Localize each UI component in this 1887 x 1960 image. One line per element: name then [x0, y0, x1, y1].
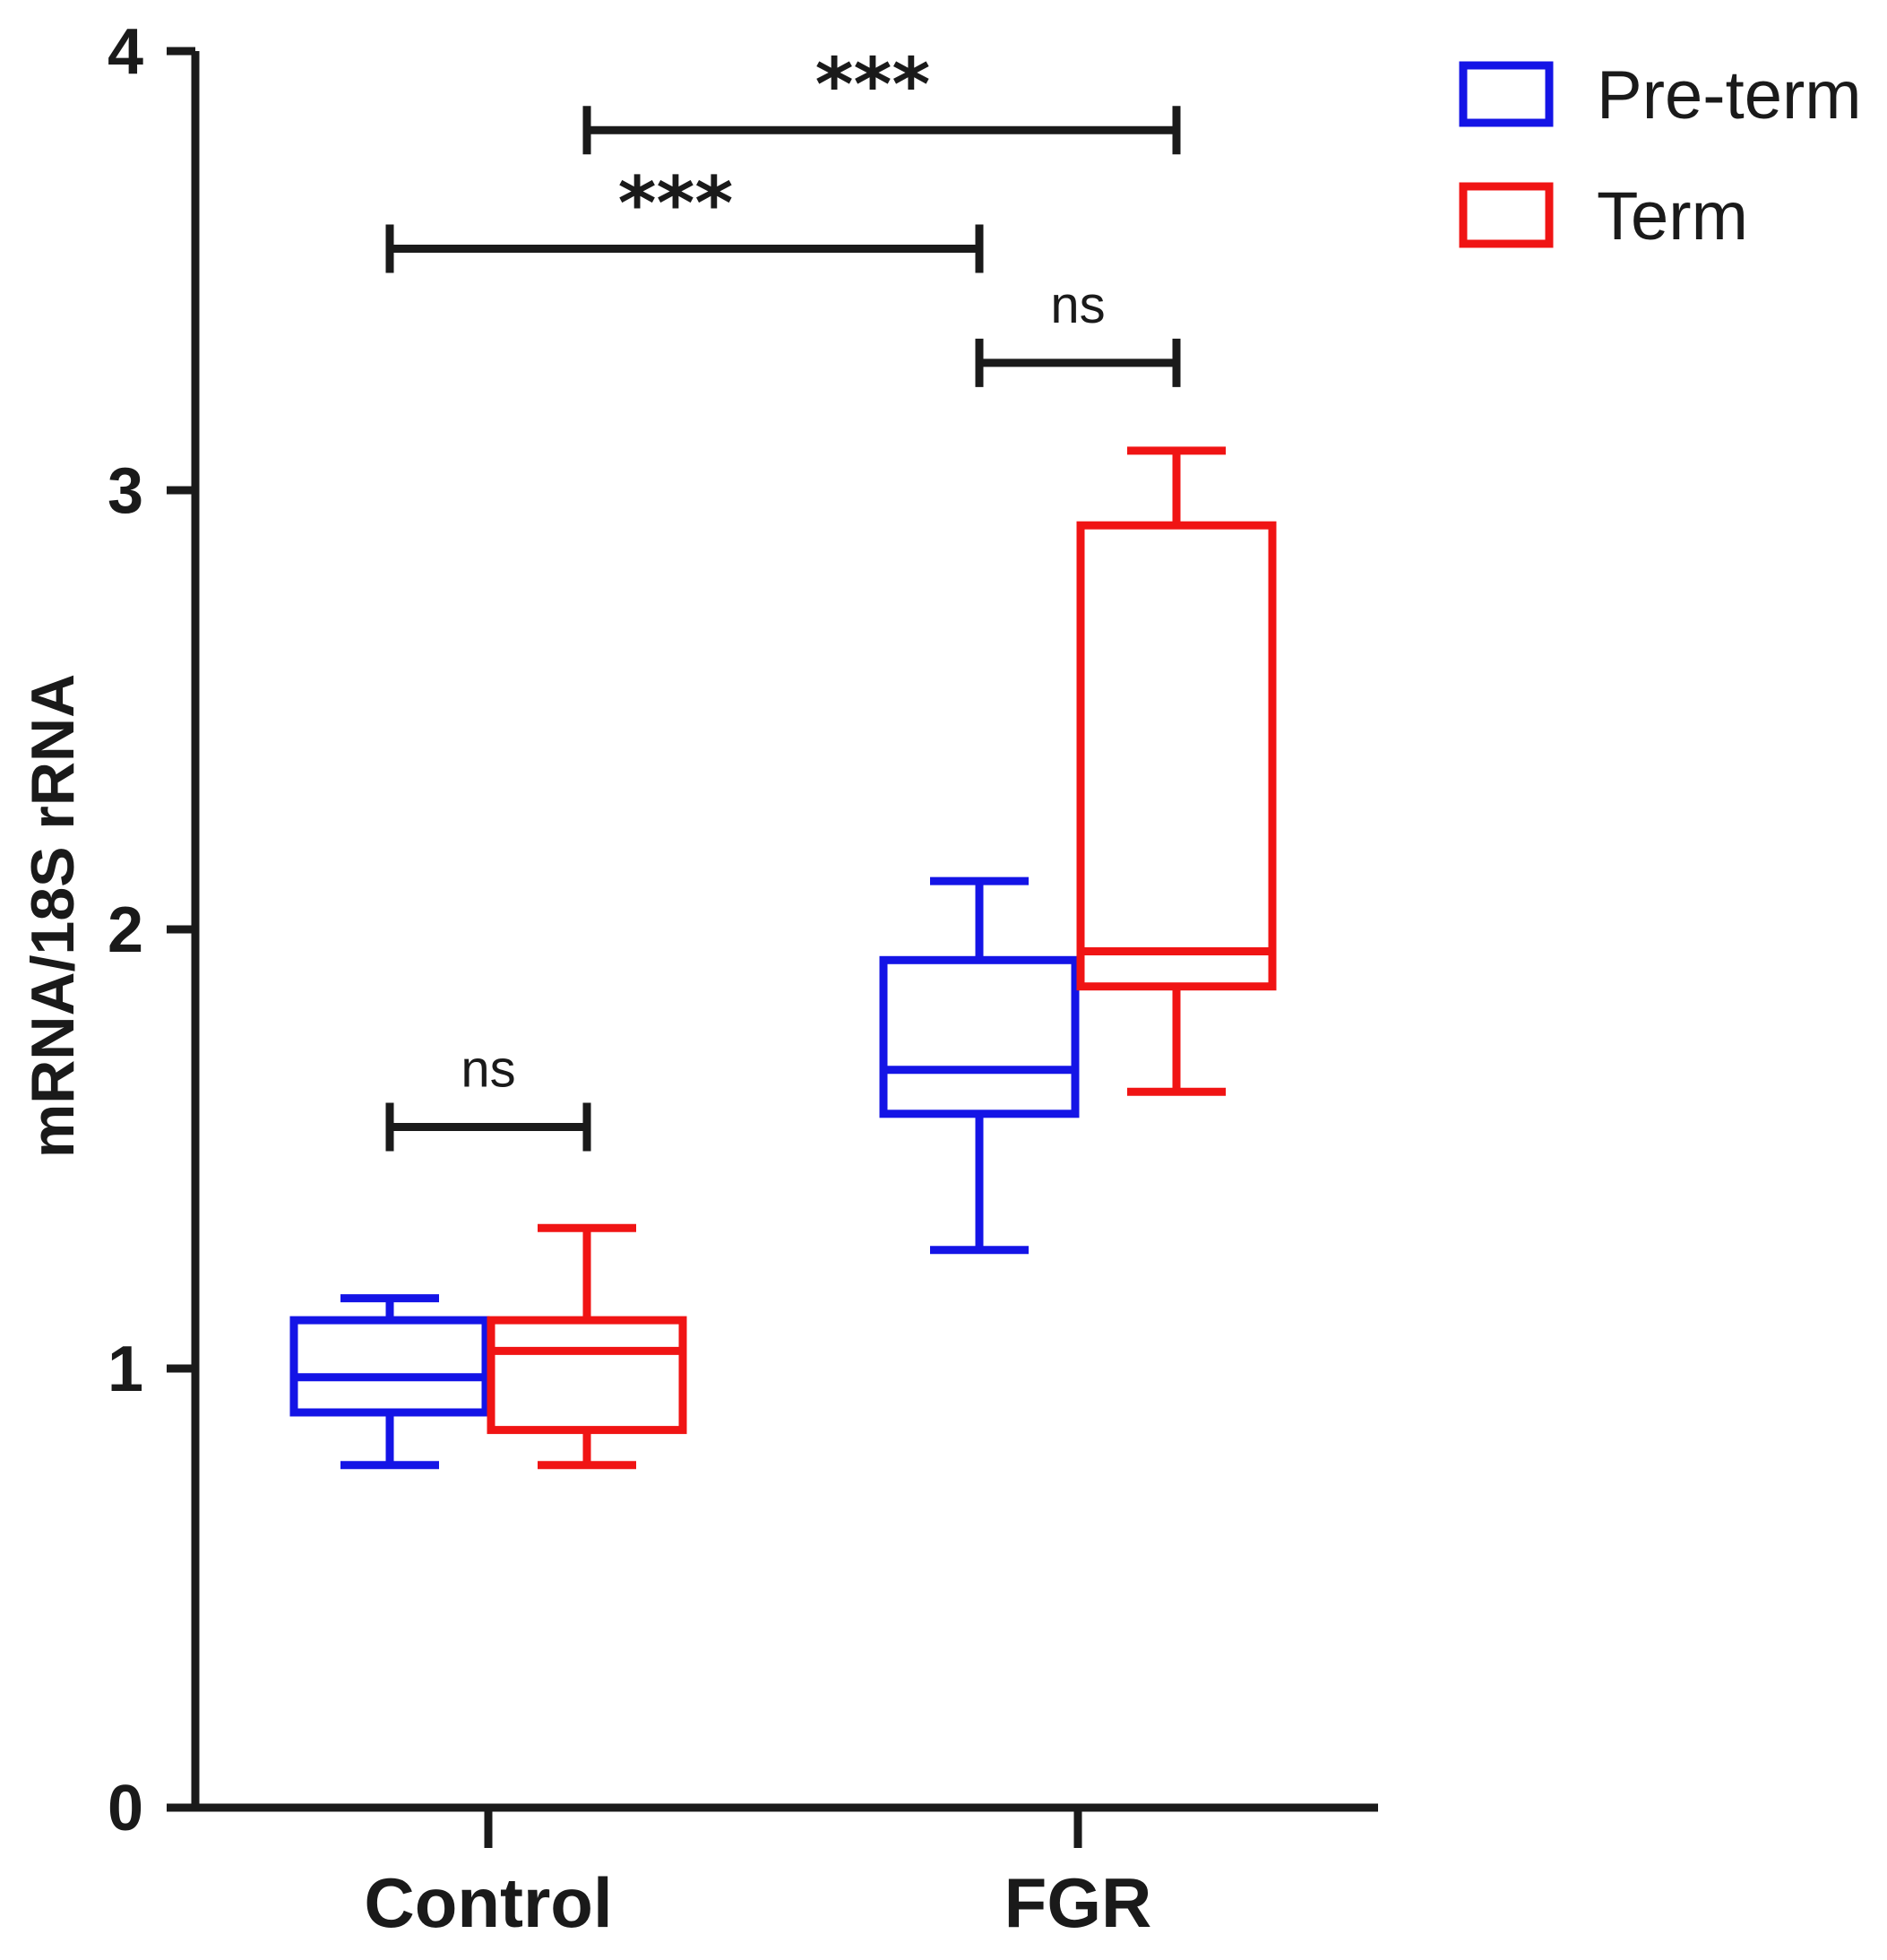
legend-swatch [1459, 61, 1554, 127]
significance-bracket: *** [385, 162, 984, 273]
x-tick-label: Control [364, 1863, 612, 1942]
x-ticks: Control FGR [364, 1808, 1151, 1942]
y-tick-label: 3 [108, 455, 143, 527]
box-body [879, 955, 1080, 1118]
y-tick-label: 4 [108, 16, 143, 88]
legend-item-term: Term [1459, 178, 1748, 255]
legend-label: Pre-term [1597, 57, 1862, 134]
significance-bracket: ns [385, 1040, 591, 1152]
y-tick-label: 0 [108, 1773, 143, 1844]
box-term-control [487, 1223, 687, 1470]
x-tick-label: FGR [1004, 1863, 1152, 1942]
significance-bracket: ns [975, 276, 1181, 387]
box-body [289, 1316, 490, 1417]
y-tick-label: 1 [108, 1334, 143, 1405]
box-body [487, 1316, 687, 1435]
y-axis-title: mRNA/18S rRNA [19, 674, 87, 1158]
box-plots [289, 446, 1277, 1470]
box-body [1076, 521, 1277, 991]
axes: mRNA/18S rRNA [19, 51, 1378, 1812]
box-term-fgr [1076, 446, 1277, 1096]
significance-bracket: *** [582, 43, 1181, 155]
significance-label: *** [815, 43, 931, 128]
y-ticks: 0 1 2 3 4 [108, 16, 195, 1844]
significance-label: *** [618, 162, 734, 247]
legend-swatch [1459, 182, 1554, 248]
significance-label: ns [461, 1040, 515, 1099]
significance-brackets: ns ns *** *** [385, 43, 1181, 1152]
legend-item-pre-term: Pre-term [1459, 57, 1862, 134]
significance-label: ns [1050, 276, 1105, 334]
box-pre-term-control [289, 1294, 490, 1470]
legend: Pre-term Term [1459, 57, 1862, 255]
legend-label: Term [1597, 178, 1748, 255]
box-pre-term-fgr [879, 876, 1080, 1255]
y-tick-label: 2 [108, 894, 143, 966]
